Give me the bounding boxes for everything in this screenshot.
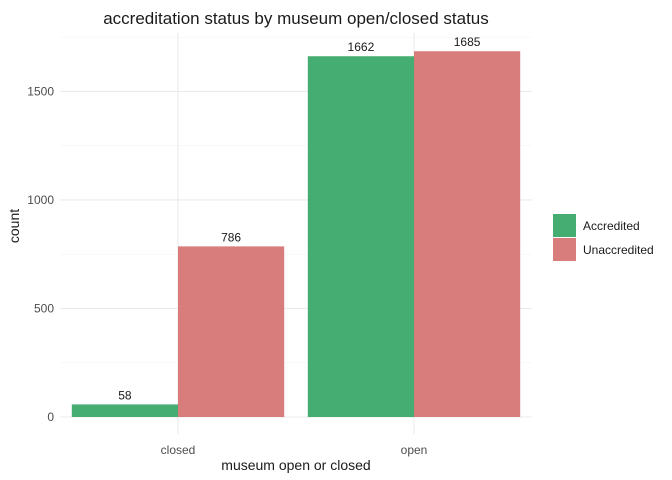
data-label-unaccredited-open: 1685	[454, 35, 481, 49]
legend-label-unaccredited: Unaccredited	[583, 243, 654, 257]
y-tick-label: 1500	[27, 84, 54, 98]
data-label-accredited-open: 1662	[348, 40, 375, 54]
legend: Accredited Unaccredited	[553, 214, 654, 261]
data-labels: 58 1662 786 1685	[118, 35, 481, 402]
y-tick-label: 500	[34, 301, 54, 315]
x-axis-title: museum open or closed	[221, 457, 370, 473]
y-tick-label: 1000	[27, 193, 54, 207]
x-tick-label: closed	[161, 443, 196, 457]
chart-title: accreditation status by museum open/clos…	[103, 9, 489, 28]
legend-swatch-accredited	[553, 214, 576, 237]
legend-swatch-unaccredited	[553, 238, 576, 261]
data-label-unaccredited-closed: 786	[221, 230, 241, 244]
bar-unaccredited-open	[414, 51, 521, 417]
bars	[71, 51, 521, 417]
legend-label-accredited: Accredited	[583, 219, 640, 233]
x-axis-ticks: closed open	[161, 443, 428, 457]
x-tick-label: open	[401, 443, 428, 457]
bar-accredited-open	[307, 56, 414, 417]
bar-unaccredited-closed	[178, 246, 285, 417]
bar-accredited-closed	[71, 404, 178, 417]
y-axis-title: count	[6, 209, 22, 243]
y-tick-label: 0	[47, 410, 54, 424]
y-axis-ticks: 0 500 1000 1500	[27, 84, 54, 424]
data-label-accredited-closed: 58	[118, 388, 132, 402]
